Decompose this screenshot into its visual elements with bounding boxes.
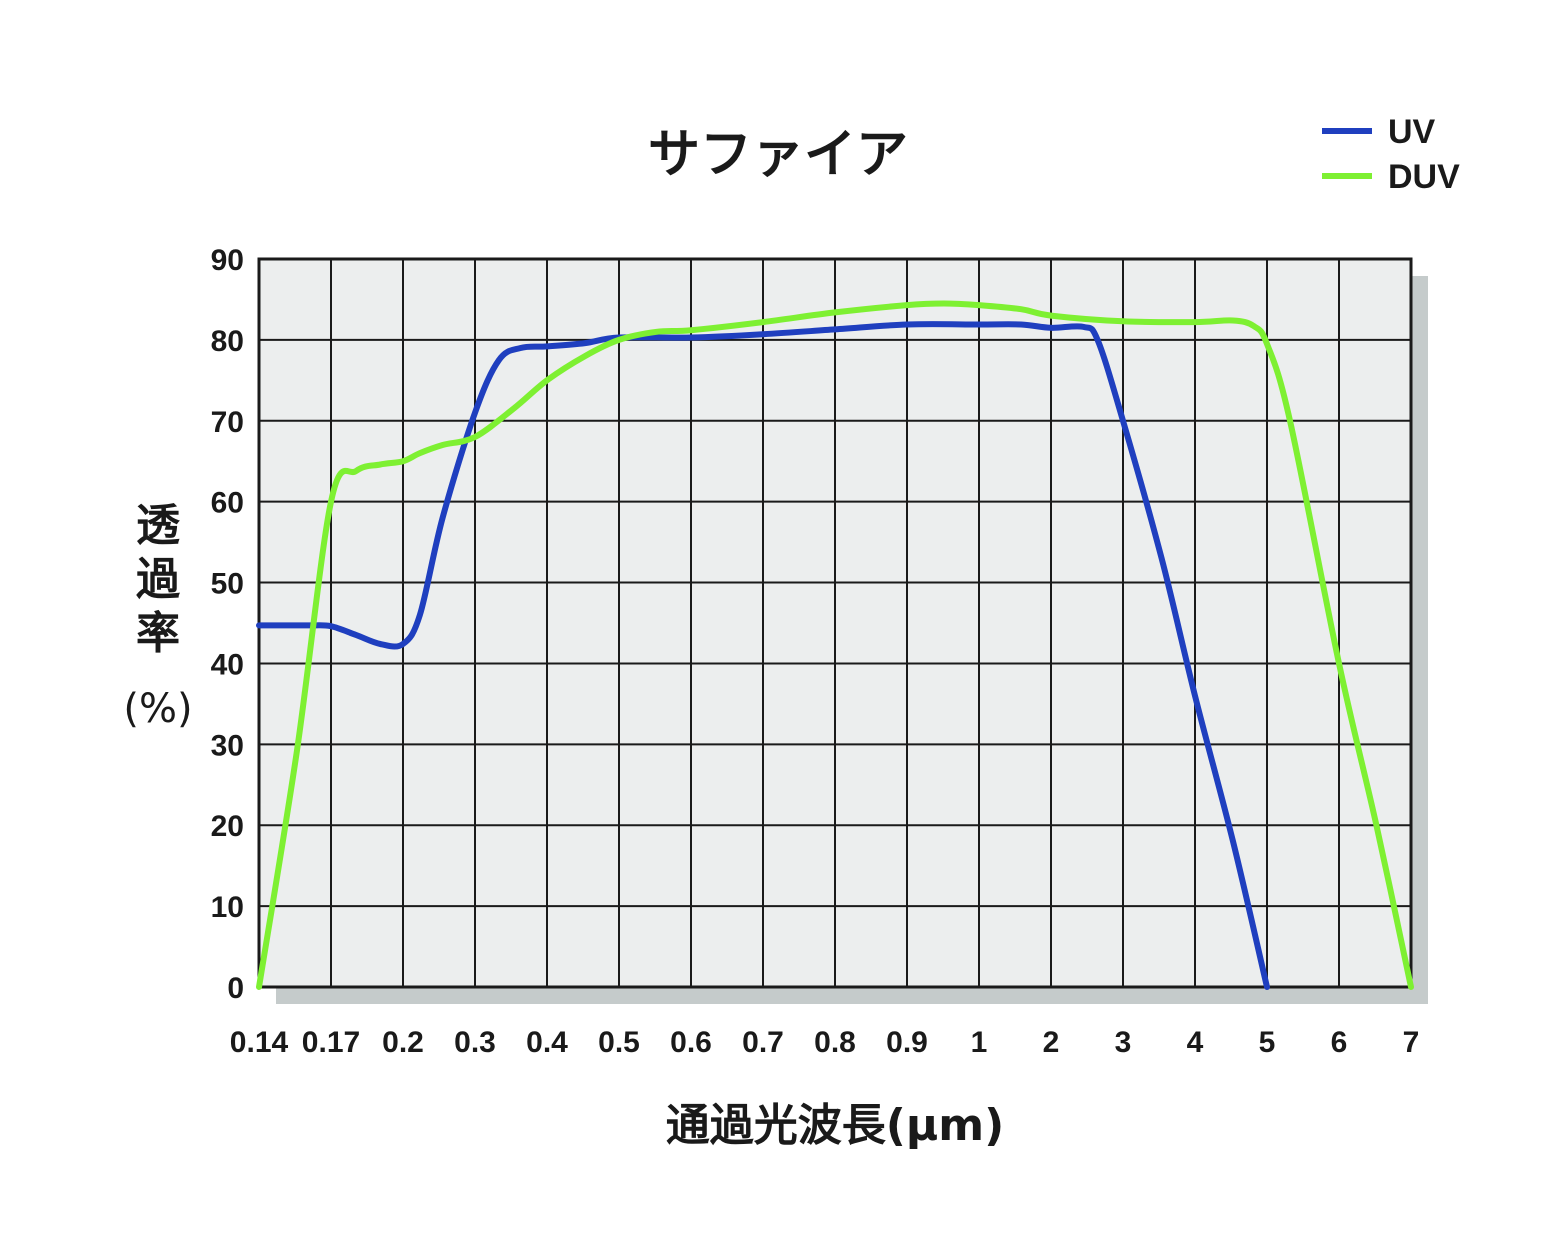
x-axis-title: 通過光波長(μm) <box>666 1100 1004 1151</box>
y-tick-label: 90 <box>211 244 244 277</box>
x-tick-label: 0.9 <box>886 1026 928 1059</box>
x-tick-label: 0.4 <box>526 1026 568 1059</box>
x-tick-label: 0.14 <box>230 1026 289 1059</box>
x-tick-label: 0.8 <box>814 1026 856 1059</box>
y-tick-label: 0 <box>227 972 244 1005</box>
x-tick-label: 0.5 <box>598 1026 640 1059</box>
x-tick-label: 7 <box>1403 1026 1420 1059</box>
series-line-duv <box>256 300 1414 990</box>
x-tick-label: 4 <box>1187 1026 1204 1059</box>
x-tick-label: 0.7 <box>742 1026 784 1059</box>
legend: UV DUV <box>1322 113 1460 196</box>
x-tick-label: 2 <box>1043 1026 1060 1059</box>
x-tick-labels: 0.14 0.17 0.2 0.3 0.4 0.5 0.6 0.7 0.8 0.9 1 2 3 4 5 6 7 <box>230 1026 1420 1059</box>
y-tick-label: 20 <box>211 810 244 843</box>
y-axis-title: 透過率 <box>136 500 181 659</box>
y-tick-label: 10 <box>211 891 244 924</box>
y-tick-labels: 0 10 20 30 40 50 60 70 80 90 <box>211 244 244 1005</box>
y-tick-label: 60 <box>211 487 244 520</box>
y-tick-label: 80 <box>211 325 244 358</box>
y-tick-label: 50 <box>211 568 244 601</box>
x-tick-label: 6 <box>1331 1026 1348 1059</box>
legend-label-duv: DUV <box>1388 158 1460 196</box>
series-line-uv <box>256 321 1270 990</box>
x-tick-label: 5 <box>1259 1026 1276 1059</box>
series-layer <box>256 300 1414 990</box>
y-tick-label: 70 <box>211 406 244 439</box>
grid-horizontal <box>259 338 1411 908</box>
x-tick-label: 0.17 <box>302 1026 360 1059</box>
y-tick-label: 40 <box>211 648 244 681</box>
legend-label-uv: UV <box>1388 113 1436 151</box>
y-axis-unit: (%) <box>123 686 192 732</box>
chart-title: サファイア <box>648 125 908 185</box>
x-tick-label: 1 <box>971 1026 988 1059</box>
x-tick-label: 0.3 <box>454 1026 496 1059</box>
x-tick-label: 0.2 <box>382 1026 424 1059</box>
x-tick-label: 3 <box>1115 1026 1132 1059</box>
x-tick-label: 0.6 <box>670 1026 712 1059</box>
y-tick-label: 30 <box>211 729 244 762</box>
